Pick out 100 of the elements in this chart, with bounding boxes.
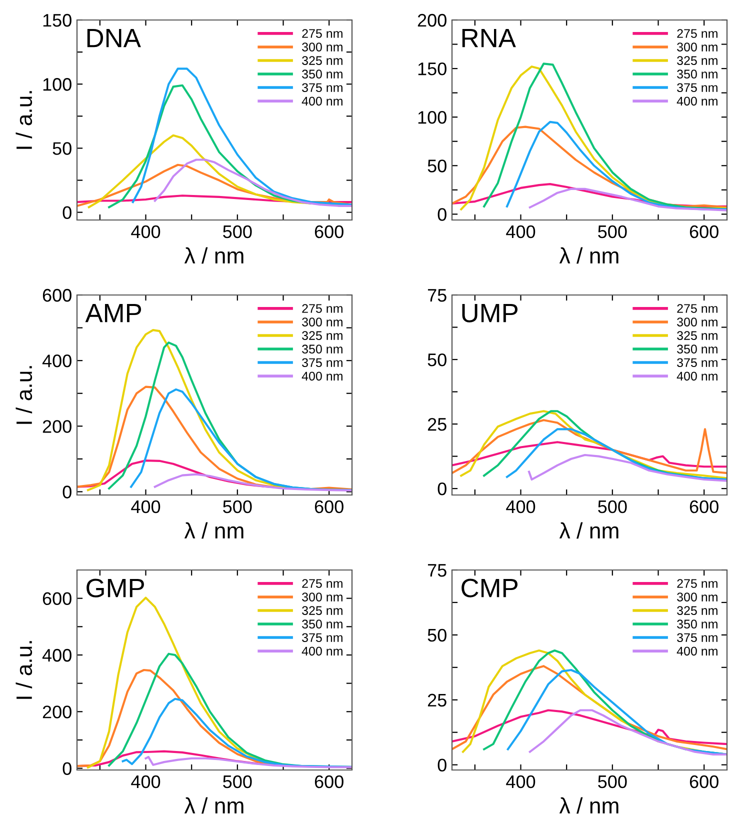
line-series (506, 120, 727, 210)
legend-label: 375 nm (677, 83, 718, 92)
line-series (452, 419, 727, 474)
y-tick-label: 400 (42, 648, 72, 662)
line-series (528, 454, 727, 482)
legend-label: 350 nm (302, 620, 342, 629)
legend-label: 275 nm (302, 29, 342, 38)
line-series (154, 158, 352, 207)
legend-label: 300 nm (302, 318, 342, 326)
x-tick-label: 600 (690, 500, 718, 514)
legend-label: 300 nm (677, 42, 718, 52)
line-series (452, 126, 727, 208)
line-series (77, 386, 352, 490)
line-series (528, 709, 727, 756)
x-tick-label: 600 (314, 225, 344, 238)
y-tick-label: 0 (438, 482, 446, 496)
x-axis-title: λ / nm (184, 247, 244, 264)
line-series (154, 473, 352, 492)
line-series (132, 68, 352, 206)
legend-label: 350 nm (677, 620, 718, 629)
x-tick-label: 400 (131, 225, 160, 238)
y-tick-label: 50 (52, 142, 72, 155)
y-tick-label: 50 (428, 353, 446, 366)
legend-label: 400 nm (676, 96, 718, 106)
legend-label: 300 nm (677, 592, 718, 602)
chart-title: AMP (85, 304, 142, 322)
legend-label: 325 nm (302, 56, 342, 65)
y-tick-label: 25 (428, 694, 446, 707)
y-tick-label: 0 (438, 208, 446, 221)
legend-label: 300 nm (677, 318, 718, 326)
legend-label: 400 nm (302, 372, 342, 381)
x-tick-label: 600 (314, 500, 344, 514)
x-tick-label: 400 (131, 500, 160, 514)
y-tick-label: 200 (418, 14, 446, 27)
legend-label: 325 nm (677, 56, 718, 65)
legend-label: 375 nm (302, 83, 342, 92)
x-tick-label: 400 (131, 775, 160, 788)
legend-label: 375 nm (302, 358, 342, 368)
legend-label: 275 nm (677, 579, 718, 588)
y-tick-label: 100 (418, 111, 446, 124)
y-tick-label: 75 (428, 289, 446, 302)
line-series (130, 388, 352, 492)
line-series (77, 164, 352, 207)
legend-label: 375 nm (677, 358, 718, 368)
y-tick-label: 600 (42, 592, 72, 606)
y-axis-title: I / a.u. (16, 641, 32, 699)
legend-label: 375 nm (302, 633, 342, 642)
legend-label: 400 nm (676, 372, 718, 381)
x-tick-label: 500 (598, 500, 627, 514)
legend-label: 300 nm (302, 42, 342, 52)
x-tick-label: 400 (506, 500, 536, 514)
legend-label: 400 nm (302, 646, 342, 656)
legend-label: 275 nm (302, 304, 342, 313)
chart-title: GMP (86, 578, 144, 598)
y-tick-label: 25 (428, 418, 446, 431)
legend-label: 350 nm (302, 344, 342, 354)
legend-label: 300 nm (302, 592, 342, 602)
y-tick-label: 0 (62, 486, 72, 498)
y-tick-label: 0 (62, 206, 72, 220)
line-series (144, 756, 352, 768)
y-tick-label: 0 (438, 758, 446, 772)
y-tick-label: 400 (42, 354, 72, 368)
line-series (452, 709, 727, 746)
x-axis-title: λ / nm (559, 247, 618, 264)
legend-label: 350 nm (677, 344, 718, 354)
x-tick-label: 500 (598, 225, 627, 238)
line-series (506, 668, 727, 756)
x-tick-label: 500 (223, 225, 252, 238)
legend-label: 325 nm (677, 606, 718, 615)
x-tick-label: 500 (598, 775, 627, 788)
x-axis-title: λ / nm (184, 522, 244, 539)
legend-label: 325 nm (302, 331, 342, 340)
x-axis-title: λ / nm (184, 797, 244, 814)
chart-title: UMP (462, 304, 518, 322)
y-tick-label: 75 (428, 564, 446, 577)
y-tick-label: 200 (42, 420, 72, 433)
legend-label: 275 nm (302, 579, 342, 588)
x-tick-label: 400 (506, 775, 536, 788)
x-axis-title: λ / nm (559, 797, 618, 814)
y-tick-label: 50 (428, 160, 446, 172)
legend-label: 350 nm (302, 70, 342, 79)
chart-title: DNA (87, 28, 141, 48)
y-tick-label: 150 (43, 14, 72, 27)
y-tick-label: 200 (42, 706, 72, 718)
line-series (506, 428, 727, 481)
y-tick-label: 0 (62, 762, 72, 776)
x-tick-label: 500 (223, 500, 252, 514)
legend-label: 325 nm (302, 606, 342, 615)
chart-title: RNA (462, 28, 516, 48)
x-tick-label: 400 (506, 225, 536, 238)
y-tick-label: 100 (43, 78, 72, 91)
legend-label: 275 nm (677, 304, 718, 313)
legend-label: 375 nm (677, 633, 718, 642)
y-tick-label: 600 (42, 288, 72, 302)
x-tick-label: 600 (690, 775, 718, 788)
y-axis-title: I / a.u. (16, 91, 32, 149)
x-tick-label: 600 (690, 225, 718, 238)
legend-label: 275 nm (677, 29, 718, 38)
chart-title: CMP (462, 578, 518, 598)
legend-label: 400 nm (676, 646, 718, 656)
